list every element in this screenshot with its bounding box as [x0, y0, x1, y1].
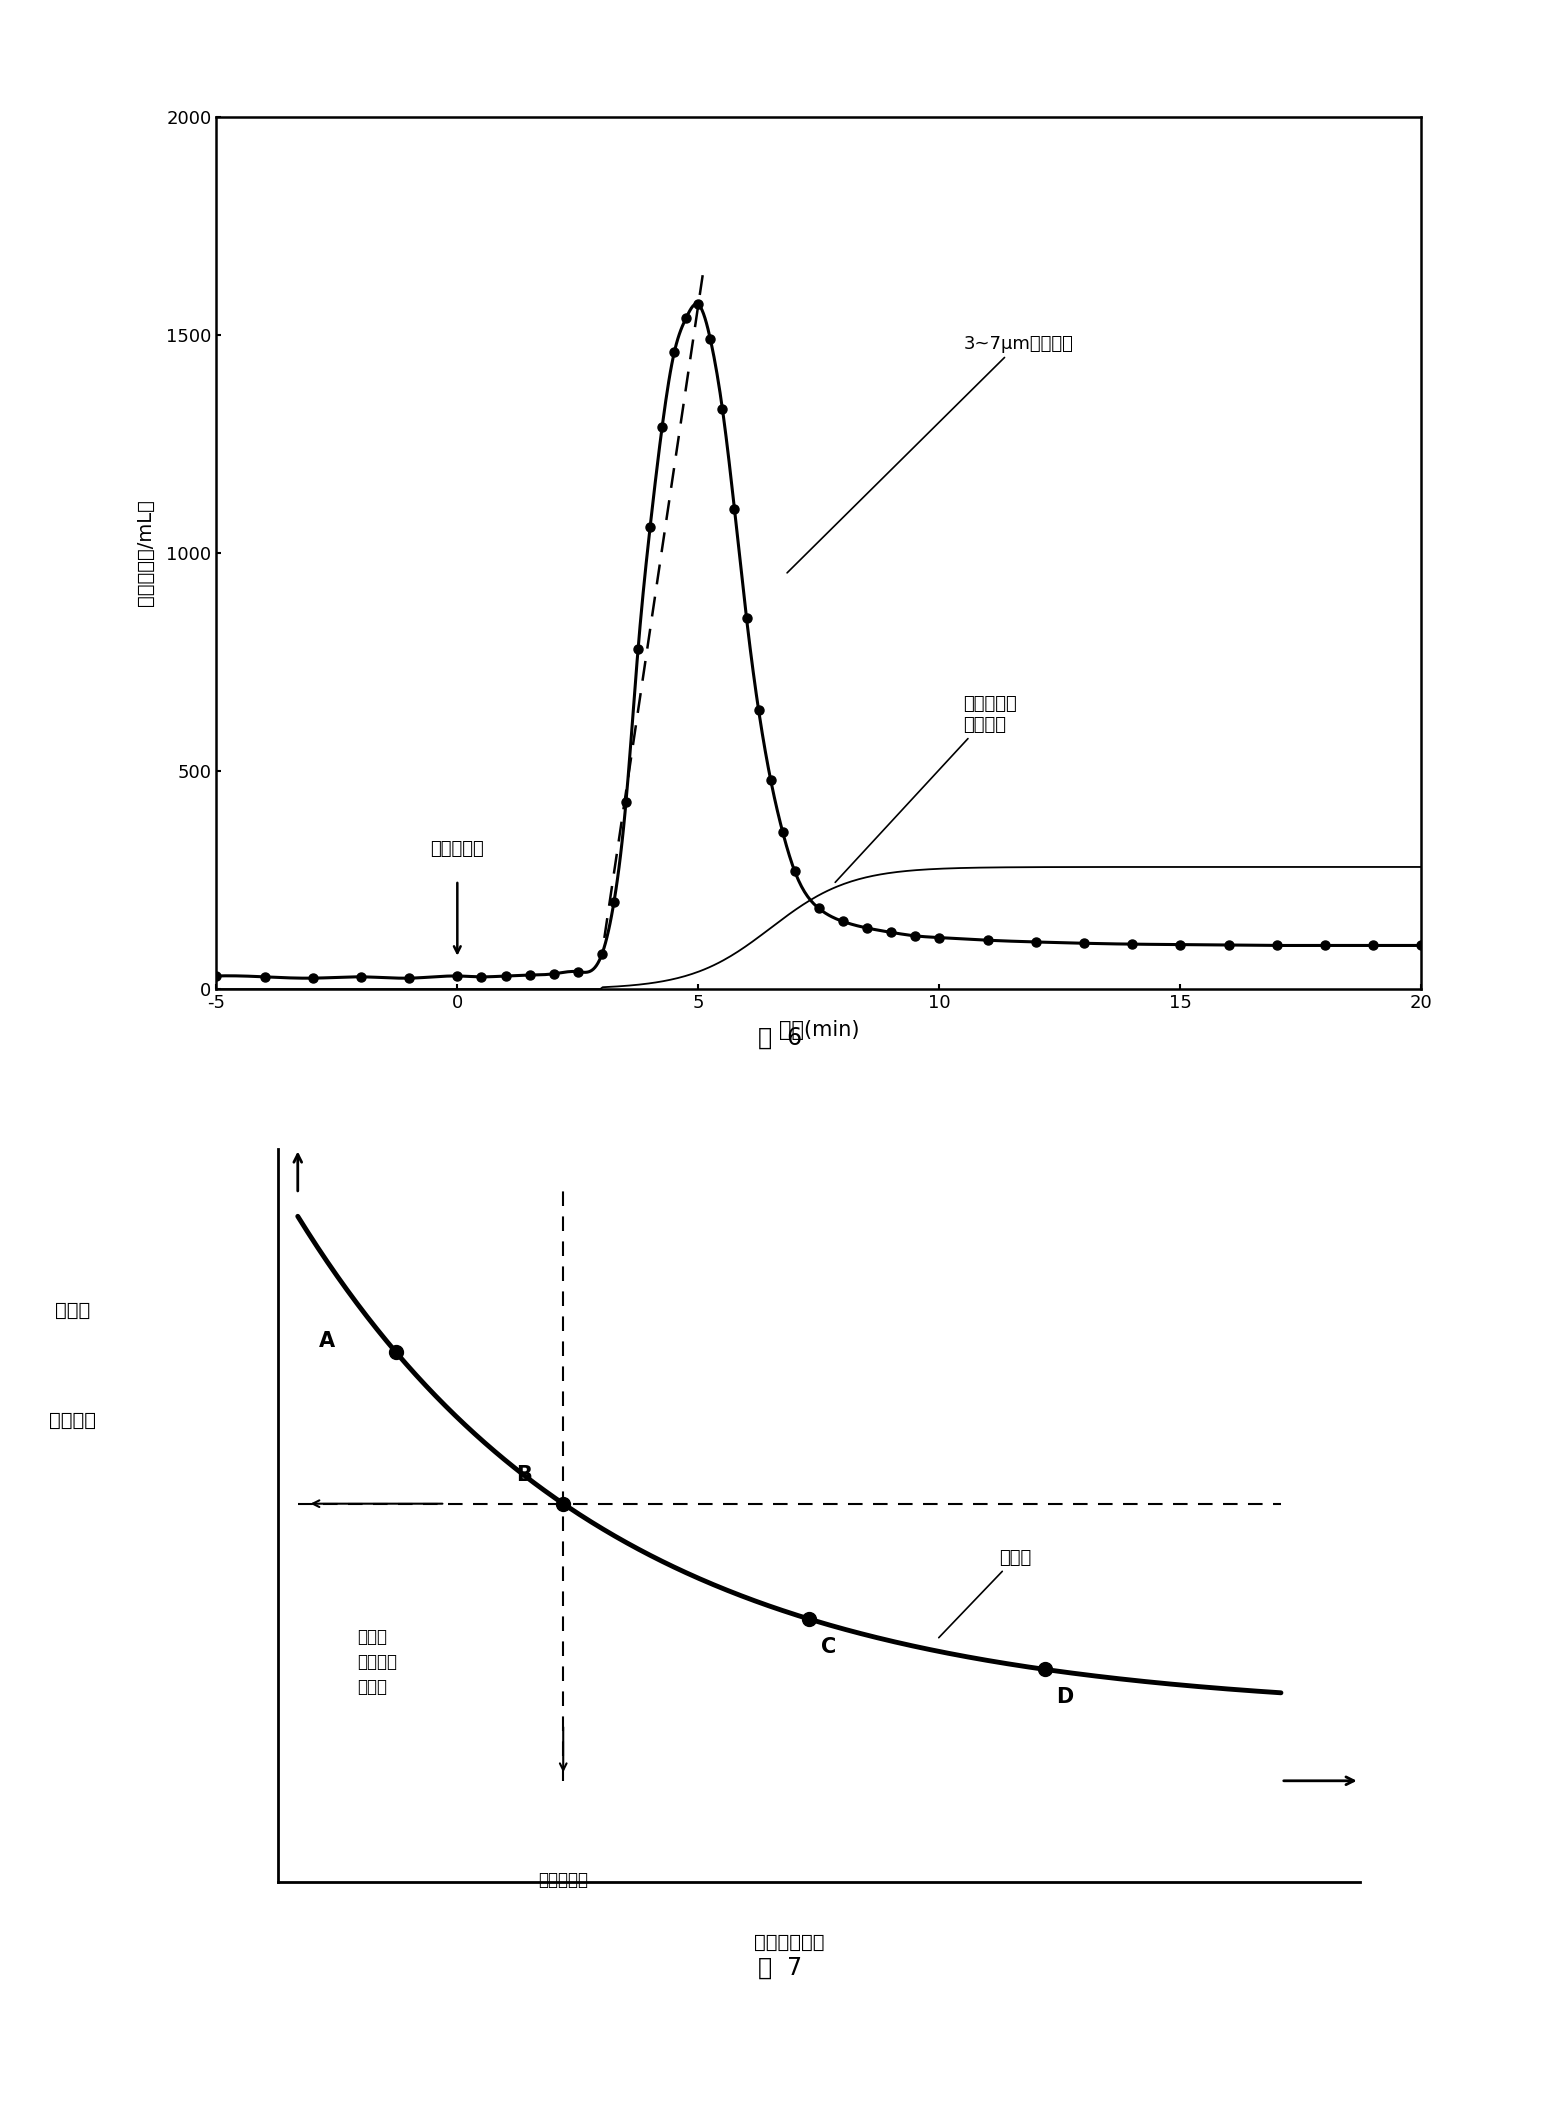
- Text: 粒子数增加
开始时间: 粒子数增加 开始时间: [836, 696, 1017, 883]
- Y-axis label: 粒子数（个/mL）: 粒子数（个/mL）: [136, 500, 154, 606]
- Text: 拟合线: 拟合线: [939, 1548, 1032, 1638]
- X-axis label: 时间(min): 时间(min): [779, 1021, 859, 1040]
- Text: A: A: [320, 1332, 335, 1351]
- Text: 图  7: 图 7: [759, 1955, 802, 1980]
- Text: 适当注入率: 适当注入率: [538, 1872, 589, 1889]
- Text: C: C: [820, 1638, 836, 1657]
- Text: 开始时间: 开始时间: [49, 1410, 96, 1429]
- Text: 图  6: 图 6: [759, 1025, 802, 1051]
- Text: 3~7μm的粒子数: 3~7μm的粒子数: [786, 334, 1074, 572]
- Text: D: D: [1057, 1687, 1074, 1708]
- Text: 集块化: 集块化: [56, 1300, 90, 1319]
- Text: 注入凝聚剂: 注入凝聚剂: [431, 840, 484, 857]
- Text: 集块化
开始时间
适当值: 集块化 开始时间 适当值: [357, 1627, 397, 1695]
- Text: 凝聚剂注入率: 凝聚剂注入率: [754, 1933, 825, 1953]
- Text: B: B: [516, 1466, 531, 1485]
